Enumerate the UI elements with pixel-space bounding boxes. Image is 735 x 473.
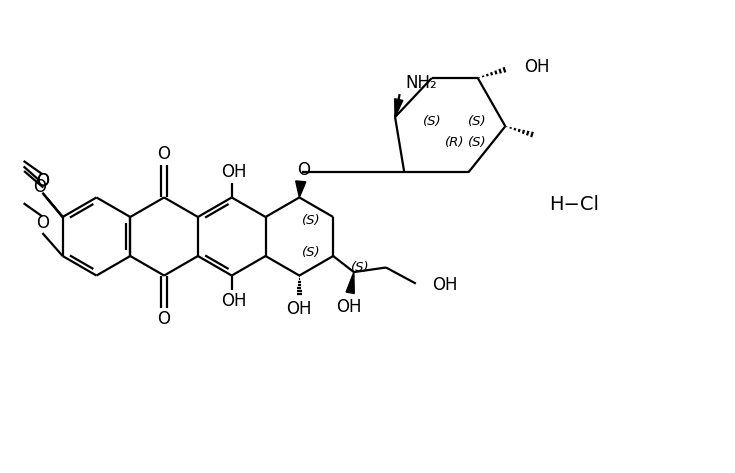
Text: O: O: [36, 214, 49, 232]
Text: OH: OH: [287, 299, 312, 318]
Text: (R): (R): [445, 136, 465, 149]
Text: OH: OH: [523, 58, 549, 76]
Text: OH: OH: [432, 276, 457, 294]
Text: (S): (S): [468, 136, 487, 149]
Text: OH: OH: [337, 298, 362, 315]
Text: O: O: [36, 172, 49, 190]
Text: OH: OH: [221, 163, 247, 181]
Text: (S): (S): [423, 115, 441, 128]
Polygon shape: [346, 272, 354, 294]
Text: (S): (S): [351, 261, 370, 274]
Polygon shape: [395, 99, 403, 117]
Polygon shape: [295, 181, 306, 197]
Text: (S): (S): [301, 246, 320, 259]
Text: O: O: [36, 172, 49, 190]
Text: O: O: [33, 178, 46, 196]
Text: (S): (S): [301, 214, 320, 227]
Text: (S): (S): [468, 115, 487, 128]
Text: H−Cl: H−Cl: [549, 195, 599, 214]
Text: OH: OH: [221, 292, 247, 310]
Text: O: O: [298, 161, 310, 179]
Text: O: O: [157, 145, 171, 163]
Text: O: O: [157, 310, 171, 328]
Text: NH₂: NH₂: [405, 74, 437, 92]
